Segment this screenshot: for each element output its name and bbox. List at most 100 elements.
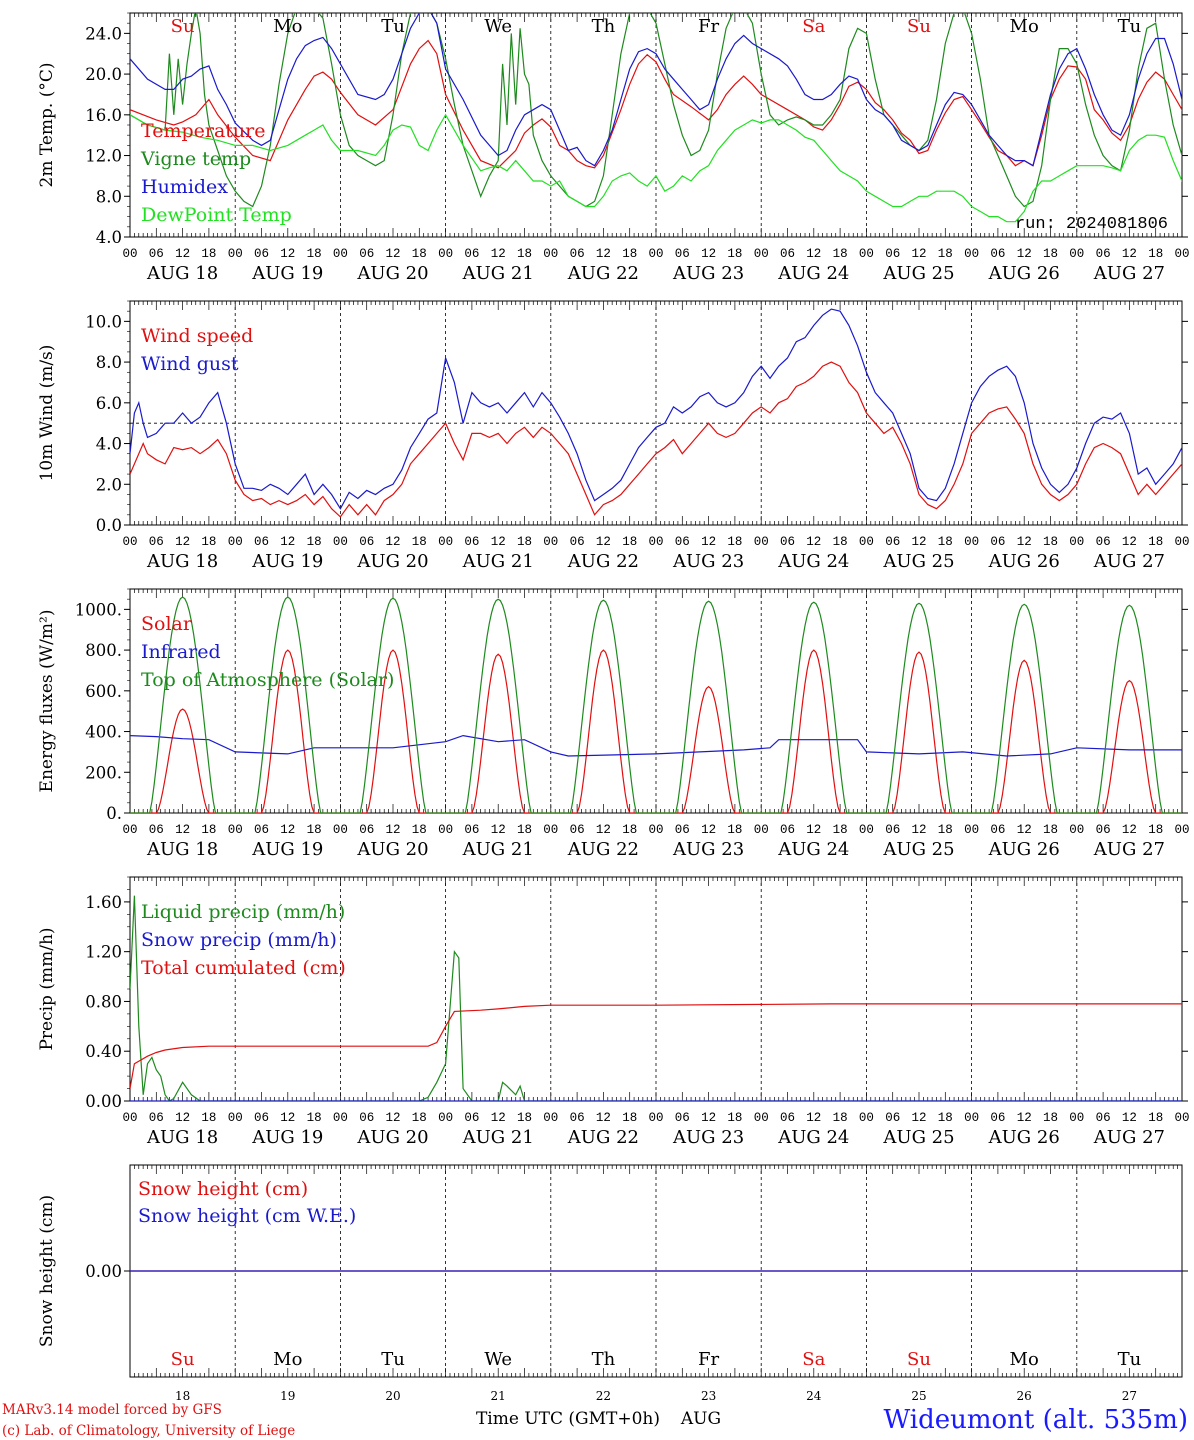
x-hour-label: 06 — [990, 1111, 1005, 1125]
weekday-label-top: Tu — [1118, 16, 1142, 37]
x-hour-label: 18 — [201, 535, 216, 549]
x-hour-label: 06 — [359, 1111, 374, 1125]
x-hour-label: 00 — [859, 247, 874, 261]
x-hour-label: 18 — [833, 535, 848, 549]
series-line-dewpoint-temp — [130, 113, 1182, 223]
x-hour-label: 18 — [412, 1111, 427, 1125]
weekday-label-bottom: Tu — [381, 1349, 405, 1370]
x-hour-label: 18 — [727, 535, 742, 549]
x-hour-label: 18 — [1148, 535, 1163, 549]
x-hour-label: 00 — [333, 535, 348, 549]
x-hour-label: 00 — [754, 1111, 769, 1125]
x-hour-label: 00 — [648, 823, 663, 837]
y-axis-title: 10m Wind (m/s) — [37, 345, 57, 482]
legend-entry: Solar — [141, 613, 193, 635]
day-number-label: 26 — [1017, 1389, 1032, 1403]
weekday-label-top: Mo — [1010, 16, 1039, 37]
y-tick-label: 16.0 — [85, 106, 122, 125]
x-hour-label: 12 — [701, 247, 716, 261]
y-tick-label: 0.40 — [85, 1042, 122, 1061]
x-day-label: AUG 26 — [988, 551, 1060, 572]
x-hour-label: 18 — [938, 535, 953, 549]
series-group — [130, 13, 1182, 223]
y-tick-label: 0.0 — [96, 516, 122, 535]
x-hour-label: 12 — [1122, 1111, 1137, 1125]
legend-entry: Temperature — [141, 120, 265, 142]
x-hour-label: 06 — [464, 247, 479, 261]
series-group — [130, 308, 1182, 518]
x-hour-label: 06 — [675, 535, 690, 549]
x-hour-label: 06 — [885, 1111, 900, 1125]
legend-entry: Wind gust — [141, 353, 239, 375]
x-hour-label: 06 — [1096, 823, 1111, 837]
x-hour-label: 06 — [675, 247, 690, 261]
x-day-label: AUG 23 — [672, 1127, 744, 1148]
x-day-label: AUG 22 — [567, 1127, 639, 1148]
weekday-label-top: Th — [592, 16, 616, 37]
x-hour-label: 00 — [1174, 823, 1189, 837]
x-hour-label: 12 — [1122, 247, 1137, 261]
x-hour-label: 12 — [806, 535, 821, 549]
x-day-label: AUG 23 — [672, 551, 744, 572]
x-hour-label: 18 — [1043, 823, 1058, 837]
x-hour-label: 18 — [833, 823, 848, 837]
weekday-label-bottom: We — [484, 1349, 512, 1370]
x-day-label: AUG 24 — [777, 1127, 849, 1148]
x-day-label: AUG 20 — [356, 1127, 428, 1148]
x-day-label: AUG 26 — [988, 839, 1060, 860]
x-hour-label: 18 — [412, 535, 427, 549]
x-day-label: AUG 22 — [567, 263, 639, 284]
x-hour-label: 00 — [754, 247, 769, 261]
y-tick-label: 400. — [85, 723, 122, 742]
series-line-liquid-precip-mm-h- — [130, 895, 1182, 1101]
y-tick-label: 200. — [85, 763, 122, 782]
y-tick-label: 4.0 — [96, 435, 122, 454]
x-hour-label: 06 — [254, 535, 269, 549]
y-tick-label: 600. — [85, 682, 122, 701]
x-hour-label: 12 — [1122, 823, 1137, 837]
x-hour-label: 00 — [1069, 247, 1084, 261]
x-hour-label: 12 — [1017, 1111, 1032, 1125]
day-number-label: 25 — [911, 1389, 926, 1403]
x-day-label: AUG 23 — [672, 839, 744, 860]
weekday-label-bottom: Mo — [1010, 1349, 1039, 1370]
x-hour-label: 00 — [1069, 1111, 1084, 1125]
plot-frame — [129, 588, 1183, 814]
x-hour-label: 18 — [938, 823, 953, 837]
x-hour-label: 06 — [359, 247, 374, 261]
x-hour-label: 06 — [359, 823, 374, 837]
y-tick-label: 0.00 — [85, 1092, 122, 1111]
x-hour-label: 18 — [1043, 1111, 1058, 1125]
x-hour-label: 18 — [938, 247, 953, 261]
x-hour-label: 00 — [964, 1111, 979, 1125]
series-group — [130, 895, 1182, 1101]
x-hour-label: 12 — [1017, 823, 1032, 837]
y-axis-title: 2m Temp. (°C) — [37, 62, 57, 187]
x-hour-label: 18 — [517, 823, 532, 837]
x-hour-label: 00 — [333, 1111, 348, 1125]
x-day-label: AUG 27 — [1093, 551, 1165, 572]
x-day-label: AUG 25 — [882, 1127, 954, 1148]
x-hour-label: 18 — [1148, 823, 1163, 837]
x-hour-label: 00 — [648, 247, 663, 261]
x-hour-label: 18 — [307, 823, 322, 837]
x-hour-label: 06 — [254, 1111, 269, 1125]
x-hour-label: 12 — [1122, 535, 1137, 549]
legend-entry: Humidex — [141, 176, 228, 198]
x-hour-label: 12 — [1017, 247, 1032, 261]
x-hour-label: 00 — [438, 823, 453, 837]
x-hour-label: 00 — [964, 535, 979, 549]
x-hour-label: 12 — [701, 1111, 716, 1125]
x-hour-label: 00 — [859, 1111, 874, 1125]
day-number-label: 22 — [596, 1389, 611, 1403]
x-hour-label: 12 — [911, 823, 926, 837]
weekday-label-top: We — [484, 16, 512, 37]
x-hour-label: 18 — [622, 823, 637, 837]
weekday-label-top: Mo — [273, 16, 302, 37]
x-hour-label: 00 — [333, 823, 348, 837]
x-hour-label: 00 — [754, 823, 769, 837]
x-hour-label: 18 — [727, 247, 742, 261]
x-hour-label: 06 — [885, 247, 900, 261]
day-number-label: 18 — [175, 1389, 190, 1403]
